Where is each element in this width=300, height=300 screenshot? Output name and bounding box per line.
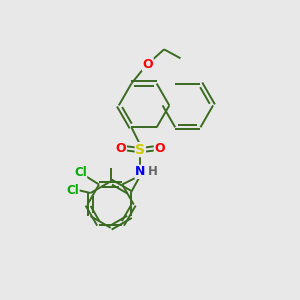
Text: Cl: Cl	[74, 166, 87, 179]
Text: S: S	[135, 142, 145, 157]
Text: H: H	[148, 165, 158, 178]
Text: Cl: Cl	[66, 184, 79, 196]
Text: N: N	[135, 165, 146, 178]
Text: O: O	[142, 58, 153, 71]
Text: O: O	[154, 142, 165, 154]
Text: O: O	[116, 142, 126, 154]
